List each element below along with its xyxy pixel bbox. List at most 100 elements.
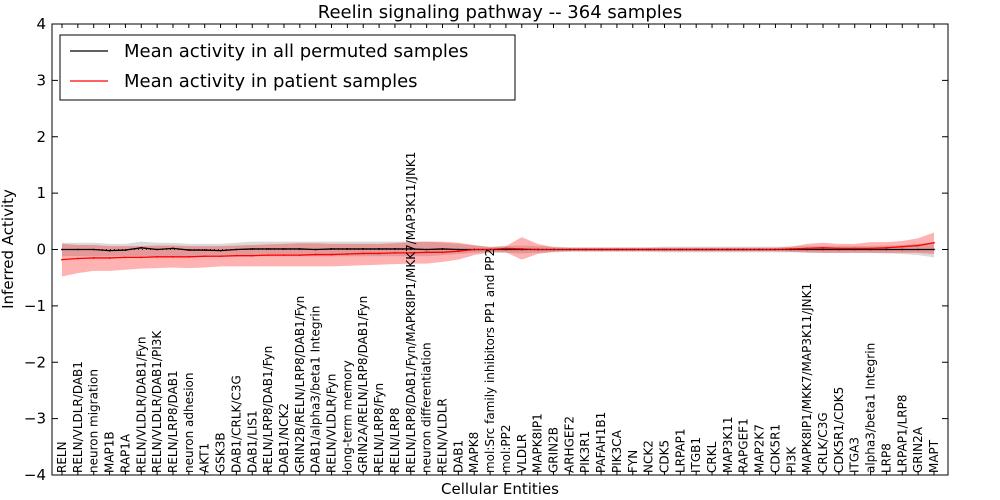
patient-line-point (235, 254, 238, 257)
patient-line-point (251, 254, 254, 257)
patient-line-point (726, 248, 729, 251)
patient-line-point (378, 252, 380, 255)
permuted-line-point (283, 248, 285, 250)
confidence-bands (62, 232, 934, 277)
patient-band (62, 232, 934, 277)
x-tick-label: DAB1/CRLK/C3G (229, 375, 243, 473)
x-tick-label: GRIN2A/RELN/LRP8/DAB1/Fyn (356, 296, 370, 473)
patient-line-point (552, 248, 555, 251)
patient-line-point (774, 248, 777, 251)
permuted-line-point (822, 248, 824, 251)
patient-line-point (61, 258, 63, 261)
y-tick-label: −3 (24, 410, 46, 428)
patient-line-point (869, 247, 872, 250)
patient-line-point (901, 245, 904, 248)
x-tick-label: RELN/VLDLR/DAB1/Fyn (134, 337, 148, 473)
permuted-line-point (172, 247, 174, 250)
x-tick-label: DAB1/alpha3/beta1 Integrin (309, 306, 323, 473)
permuted-line-point (203, 249, 206, 251)
x-tick-label: GSK3B (214, 432, 228, 473)
patient-line-point (822, 246, 824, 249)
patient-line-point (394, 251, 396, 254)
x-tick-label: alpha3/beta1 Integrin (864, 343, 878, 473)
x-tick-label: neuron differentiation (420, 342, 434, 473)
y-tick-label: 2 (36, 128, 46, 146)
permuted-line-point (235, 248, 238, 251)
patient-line-point (806, 247, 809, 250)
patient-line-point (933, 241, 935, 244)
patient-line-point (600, 248, 602, 251)
x-tick-label: LRP8 (879, 443, 893, 473)
patient-line-point (409, 251, 412, 254)
x-tick-label: mol:Src family inhibitors PP1 and PP2 (483, 249, 497, 473)
x-tick-label: LRPAP1/LRP8 (895, 394, 909, 473)
x-tick-label: RAP1A (118, 433, 132, 473)
x-tick-label: LRPAP1 (673, 428, 687, 473)
patient-line-point (124, 256, 127, 259)
x-tick-label: RAPGEF1 (737, 418, 751, 473)
x-tick-label: RELN/LRP8/Fyn (372, 383, 386, 473)
patient-line-point (663, 248, 666, 251)
x-tick-label: RELN (55, 441, 69, 473)
y-axis-label: Inferred Activity (0, 189, 17, 309)
x-tick-label: RELN/LRP8/DAB1 (166, 370, 180, 473)
patient-line-point (616, 248, 618, 251)
legend-box (59, 34, 516, 101)
x-tick-label: ARHGEF2 (562, 416, 576, 473)
patient-line-point (505, 247, 507, 250)
x-tick-label: MAPK8IP1 (531, 413, 545, 473)
x-tick-label: AKT1 (198, 443, 212, 473)
x-tick-label: PI3K (784, 446, 798, 473)
x-tick-label: ITGB1 (689, 437, 703, 473)
permuted-line-point (187, 249, 190, 251)
y-tick-label: −2 (24, 353, 46, 371)
x-tick-label: CRKL (705, 441, 719, 473)
patient-line-point (631, 248, 634, 251)
x-tick-label: RELN/VLDLR/DAB1 (71, 361, 85, 473)
x-tick-label: neuron migration (87, 369, 101, 473)
patient-line-point (156, 255, 159, 258)
x-tick-label: PAFAH1B1 (594, 412, 608, 473)
patient-line-point (584, 248, 587, 251)
patient-line-point (695, 248, 698, 251)
x-tick-label: DAB1/LIS1 (245, 410, 259, 473)
patient-line-point (92, 257, 95, 259)
patient-line-point (917, 244, 920, 247)
x-tick-label: GRIN2B (546, 427, 560, 473)
patient-line-point (330, 253, 333, 256)
patient-line-point (425, 251, 428, 254)
patient-line-point (885, 246, 888, 249)
legend: Mean activity in all permuted samples Mea… (59, 34, 516, 101)
x-tick-label: MAP1B (103, 431, 117, 473)
x-tick-label: MAPK8IP1/MKK7/MAP3K11/JNK1 (800, 283, 814, 473)
x-axis: RELN RELN/VLDLR/DAB1 neuron migration MAP1B… (55, 24, 941, 475)
x-tick-label: long-term memory (340, 360, 354, 473)
x-tick-label: MAPT (927, 439, 941, 473)
patient-line-point (758, 248, 761, 251)
chart-title: Reelin signaling pathway -- 364 samples (318, 2, 682, 23)
x-tick-label: VLDLR (515, 434, 529, 473)
y-tick-label: 1 (36, 184, 46, 202)
x-tick-label: CDK5R1/CDK5 (832, 387, 846, 473)
patient-line (61, 242, 935, 261)
x-tick-label: RELN/VLDLR/DAB1/PI3K (150, 330, 164, 473)
x-tick-label: GRIN2B/RELN/LRP8/DAB1/Fyn (293, 296, 307, 473)
patient-line-point (362, 252, 365, 255)
patient-line-point (647, 248, 650, 251)
patient-line-point (187, 255, 190, 258)
x-tick-label: neuron adhesion (182, 372, 196, 473)
patient-line-point (76, 257, 79, 260)
x-tick-label: MAP2K7 (753, 424, 767, 473)
patient-line-point (346, 253, 349, 255)
legend-label: Mean activity in patient samples (124, 71, 418, 92)
patient-line-point (298, 254, 301, 257)
x-tick-label: FYN (626, 450, 640, 473)
x-tick-label: CDK5R1 (768, 424, 782, 473)
x-tick-label: ITGA3 (848, 437, 862, 473)
x-tick-label: PIK3R1 (578, 431, 592, 473)
patient-line-point (679, 248, 682, 251)
permuted-line-point (92, 248, 95, 251)
patient-line-point (536, 248, 539, 251)
x-tick-label: RELN/LRP8 (388, 407, 402, 473)
